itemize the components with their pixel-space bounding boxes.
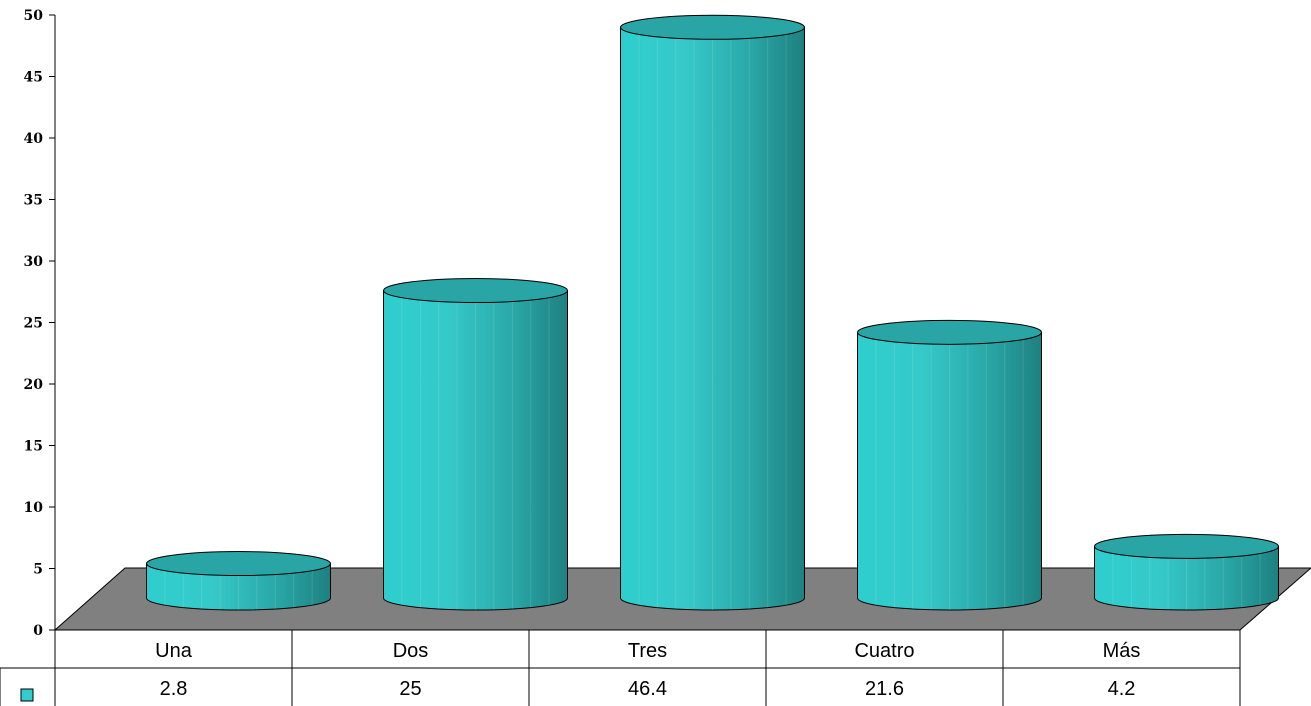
bar-más [1094, 533, 1279, 611]
bars-layer [146, 14, 1279, 611]
bar-top [620, 14, 805, 40]
category-label: Tres [628, 640, 667, 662]
bar-top [1094, 533, 1279, 559]
bar-body [857, 331, 1042, 611]
axis-layer: 0 5 10 15 20 25 30 35 40 45 50 [24, 8, 56, 639]
bar-tres [620, 14, 805, 611]
data-table: Una Dos Tres Cuatro Más 2.8 25 46.4 21.6 4.2 [0, 629, 1241, 706]
y-tick-label: 25 [24, 316, 43, 332]
y-tick-label: 0 [33, 623, 43, 639]
bar-top [146, 551, 331, 577]
bar-body [620, 26, 805, 611]
bar-body [1094, 545, 1279, 611]
y-tick-label: 30 [24, 254, 44, 270]
y-tick-label: 10 [24, 500, 44, 516]
data-label: 2.8 [160, 678, 188, 700]
data-label: 46.4 [628, 678, 667, 700]
bar-body [383, 290, 568, 611]
bar-top [857, 319, 1042, 345]
category-label: Más [1103, 640, 1141, 662]
legend-swatch [20, 688, 34, 702]
y-tick-label: 20 [24, 377, 44, 393]
y-tick-label: 15 [24, 439, 43, 455]
y-tick-label: 40 [24, 131, 44, 147]
y-tick-label: 50 [24, 8, 44, 24]
bar-una [146, 551, 331, 611]
bar-top [383, 278, 568, 303]
category-label: Cuatro [854, 640, 914, 662]
category-label: Una [155, 640, 193, 662]
y-tick-label: 45 [24, 70, 43, 86]
category-label: Dos [393, 640, 429, 662]
bar-cuatro [857, 319, 1042, 611]
bar-body [146, 563, 331, 611]
data-label: 4.2 [1108, 678, 1136, 700]
data-label: 25 [399, 678, 421, 700]
data-label: 21.6 [865, 678, 904, 700]
y-tick-label: 5 [33, 562, 43, 578]
y-tick-label: 35 [24, 193, 43, 209]
bar-dos [383, 278, 568, 611]
